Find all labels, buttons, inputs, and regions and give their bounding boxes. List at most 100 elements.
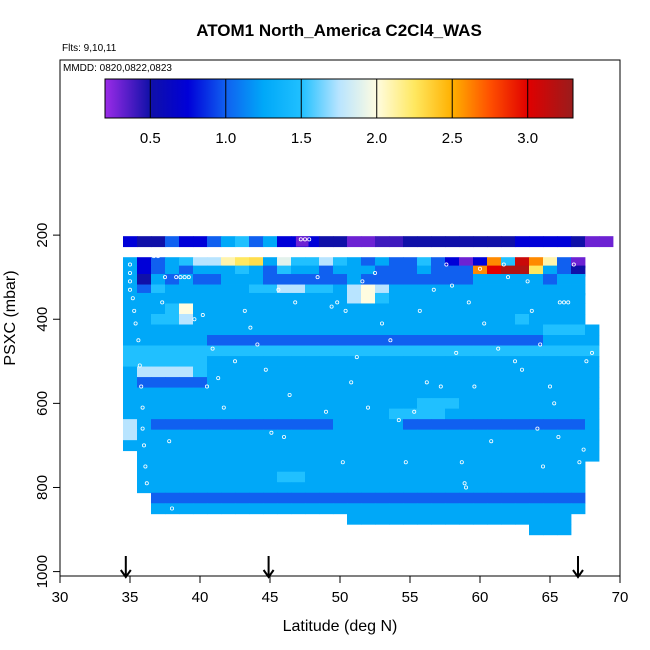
heatmap-cell (347, 345, 362, 357)
heatmap-cell (137, 356, 152, 367)
heatmap-cell (375, 450, 390, 462)
sample-point (232, 359, 237, 364)
heatmap-cell (235, 366, 250, 378)
heatmap-cell (403, 313, 418, 325)
heatmap-cell (417, 366, 432, 378)
heatmap-cell (571, 303, 586, 315)
sample-point (529, 308, 534, 313)
sample-point (482, 321, 487, 326)
sample-point (496, 346, 501, 351)
heatmap-cell (263, 377, 278, 388)
sample-point (127, 279, 132, 284)
heatmap-cell (179, 303, 194, 315)
heatmap-cell (431, 513, 446, 525)
heatmap-cell (123, 303, 138, 315)
heatmap-cell (347, 257, 362, 269)
heatmap-cell (529, 356, 544, 367)
heatmap-cell (487, 335, 502, 346)
heatmap-cell (459, 461, 474, 473)
heatmap-cell (501, 265, 516, 277)
heatmap-cell (473, 265, 488, 277)
sample-points (127, 237, 609, 553)
heatmap-cell (389, 265, 404, 277)
heatmap-cell (389, 492, 404, 504)
heatmap-cell (459, 408, 474, 420)
heatmap-cell (501, 366, 516, 378)
heatmap-cell (221, 292, 236, 304)
heatmap-cell (151, 257, 166, 269)
heatmap-cell (501, 292, 516, 304)
heatmap-cell (165, 503, 180, 515)
sample-point (315, 275, 320, 280)
heatmap-cell (207, 345, 222, 357)
heatmap-cell (151, 461, 166, 473)
heatmap-cell (221, 461, 236, 473)
heatmap-cell (417, 274, 432, 285)
heatmap-cell (193, 236, 208, 248)
heatmap-cell (319, 503, 334, 515)
sample-point (143, 464, 148, 469)
heatmap-cell (235, 356, 250, 367)
heatmap-cell (137, 387, 152, 399)
heatmap-cell (459, 257, 474, 269)
heatmap-cell (277, 236, 292, 248)
heatmap-cell (585, 429, 600, 441)
heatmap-cell (291, 440, 306, 452)
heatmap-cell (263, 429, 278, 441)
heatmap-cell (207, 236, 222, 248)
heatmap-cell (571, 265, 586, 277)
heatmap-cell (277, 274, 292, 285)
heatmap-cell (305, 274, 320, 285)
sample-point (204, 384, 209, 389)
heatmap-cell (305, 265, 320, 277)
heatmap-cell (123, 366, 138, 378)
heatmap-cell (333, 274, 348, 285)
heatmap-cell (123, 440, 138, 452)
heatmap-cell (529, 324, 544, 336)
heatmap-cell (235, 265, 250, 277)
heatmap-cell (487, 377, 502, 388)
heatmap-cell (207, 284, 222, 296)
heatmap-cell (193, 366, 208, 378)
heatmap-cell (557, 356, 572, 367)
heatmap-cell (263, 335, 278, 346)
heatmap-cell (361, 419, 376, 431)
heatmap-cell (263, 265, 278, 277)
heatmap-cell (529, 303, 544, 315)
heatmap-cell (277, 284, 292, 296)
heatmap-cell (179, 471, 194, 483)
heatmap-cell (347, 366, 362, 378)
heatmap-cell (207, 366, 222, 378)
sample-point (298, 237, 303, 242)
heatmap-cell (277, 398, 292, 410)
heatmap-cell (305, 335, 320, 346)
heatmap-cell (193, 265, 208, 277)
heatmap-cell (333, 284, 348, 296)
heatmap-cell (557, 366, 572, 378)
heatmap-cell (431, 398, 446, 410)
heatmap-cell (431, 492, 446, 504)
heatmap-cell (403, 377, 418, 388)
heatmap-cell (557, 513, 572, 525)
heatmap-cell (179, 335, 194, 346)
sample-point (546, 548, 551, 553)
heatmap-cell (445, 461, 460, 473)
heatmap-cell (431, 377, 446, 388)
heatmap-cell (193, 356, 208, 367)
heatmap-cell (319, 387, 334, 399)
heatmap-cell (277, 461, 292, 473)
heatmap-cell (235, 429, 250, 441)
heatmap-cell (501, 335, 516, 346)
heatmap-cell (585, 377, 600, 388)
heatmap-cell (543, 492, 558, 504)
heatmap-cell (557, 419, 572, 431)
heatmap-cell (221, 419, 236, 431)
heatmap-cell (263, 303, 278, 315)
heatmap-cell (557, 461, 572, 473)
heatmap-cell (403, 236, 418, 248)
y-tick-label: 600 (34, 391, 51, 416)
heatmap-cell (361, 471, 376, 483)
heatmap-cell (319, 398, 334, 410)
heatmap-cell (137, 440, 152, 452)
heatmap-cell (487, 429, 502, 441)
